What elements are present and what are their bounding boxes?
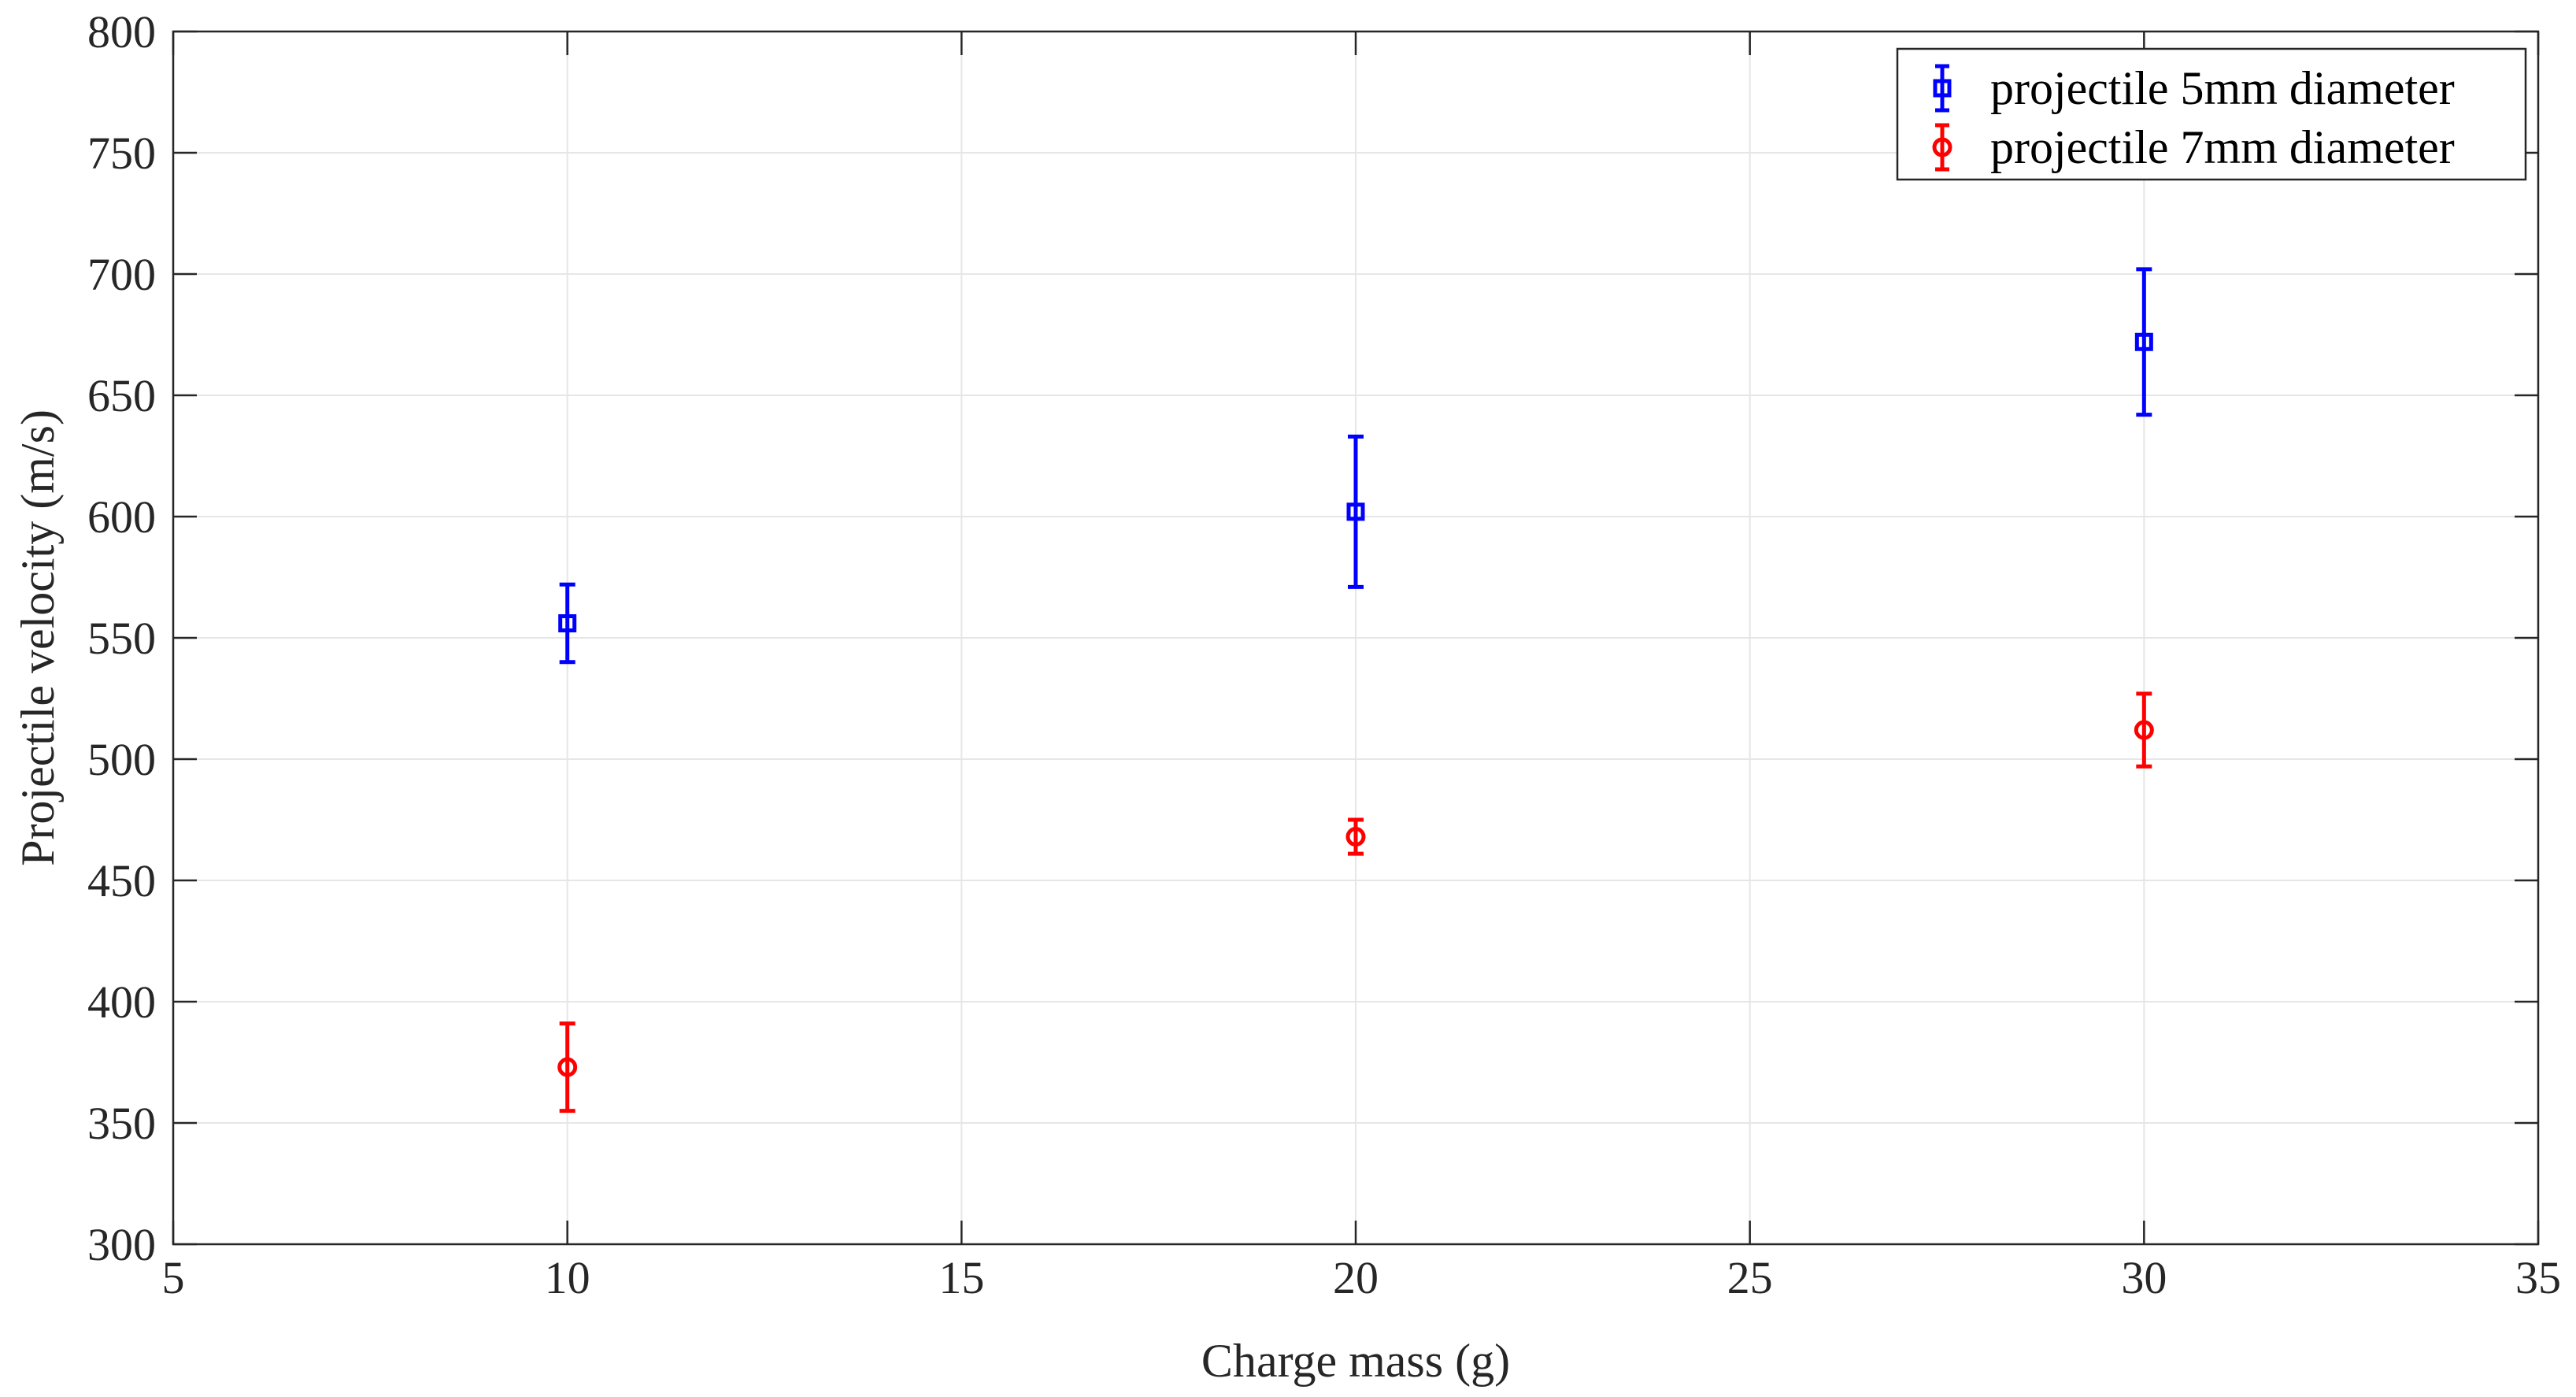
data-point	[2134, 691, 2154, 769]
data-point	[1346, 434, 1365, 589]
data-point	[1345, 817, 1366, 856]
x-tick-label: 10	[545, 1252, 590, 1303]
x-tick-label: 30	[2121, 1252, 2167, 1303]
legend-entry: projectile 5mm diameter	[1933, 62, 2455, 114]
y-tick-label: 500	[87, 734, 156, 785]
series-5mm	[558, 267, 2153, 665]
legend-entry: projectile 7mm diameter	[1932, 121, 2455, 173]
y-tick-label: 800	[87, 6, 156, 57]
y-tick-label: 550	[87, 613, 156, 664]
square-marker	[2134, 332, 2153, 351]
series-7mm	[557, 691, 2154, 1114]
x-axis-title: Charge mass (g)	[1201, 1335, 1510, 1387]
data-point	[558, 582, 577, 665]
y-tick-label: 700	[87, 249, 156, 300]
legend: projectile 5mm diameter projectile 7mm di…	[1896, 47, 2527, 181]
y-tick-label: 650	[87, 370, 156, 421]
square-marker	[1933, 79, 1952, 98]
y-axis-title: Projectile velocity (m/s)	[12, 409, 64, 866]
x-tick-label: 20	[1333, 1252, 1379, 1303]
y-axis-ticks: 300 350 400 450 500 550 600 650 700 750 800	[87, 6, 2538, 1270]
square-marker	[558, 614, 577, 633]
y-tick-label: 400	[87, 976, 156, 1028]
circle-marker	[1932, 137, 1952, 157]
y-tick-label: 750	[87, 128, 156, 179]
y-tick-label: 300	[87, 1219, 156, 1270]
x-tick-label: 35	[2515, 1252, 2561, 1303]
y-tick-label: 450	[87, 855, 156, 906]
data-point	[557, 1021, 578, 1114]
x-tick-label: 5	[162, 1252, 185, 1303]
circle-marker	[1345, 827, 1366, 847]
data-series	[557, 267, 2154, 1114]
circle-marker	[557, 1057, 578, 1077]
x-tick-label: 15	[938, 1252, 984, 1303]
x-tick-label: 25	[1727, 1252, 1773, 1303]
square-marker	[1346, 502, 1365, 521]
y-tick-label: 350	[87, 1098, 156, 1149]
data-point	[2134, 267, 2153, 417]
legend-label: projectile 5mm diameter	[1990, 62, 2455, 114]
x-axis-ticks: 5 10 15 20 25 30 35	[162, 31, 2561, 1303]
circle-marker	[2134, 720, 2154, 740]
y-tick-label: 600	[87, 491, 156, 543]
legend-label: projectile 7mm diameter	[1990, 121, 2455, 173]
legend-box	[1896, 47, 2527, 181]
